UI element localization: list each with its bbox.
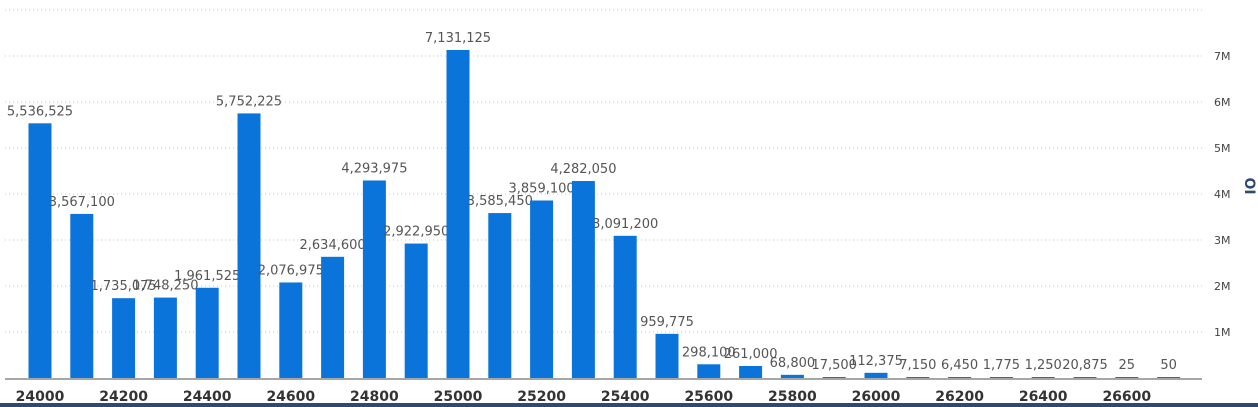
bar (1115, 377, 1139, 378)
bar (28, 123, 52, 378)
bar (906, 377, 930, 378)
x-tick-label: 25000 (434, 389, 483, 405)
y-tick-label: 2M (1214, 280, 1231, 293)
bar-value-label: 3,091,200 (592, 217, 658, 232)
bar-value-label: 1,735,075 (91, 279, 157, 294)
bar (530, 200, 554, 378)
bar-value-label: 1,961,525 (174, 269, 240, 284)
x-tick-label: 26000 (852, 389, 901, 405)
bar (488, 213, 512, 378)
bar-value-label: 25 (1119, 358, 1136, 373)
x-tick-label: 25600 (684, 389, 733, 405)
y-tick-label: 1M (1214, 326, 1231, 339)
bar (195, 287, 219, 378)
bar-value-label: 261,000 (724, 347, 778, 362)
y-tick-label: 4M (1214, 188, 1231, 201)
bar (613, 235, 637, 378)
bar (112, 298, 136, 378)
bar-value-label: 3,585,450 (467, 194, 533, 209)
x-tick-label: 24400 (183, 389, 232, 405)
x-tick-label: 25200 (517, 389, 566, 405)
bar-value-label: 2,076,975 (258, 263, 324, 278)
y-tick-label: 7M (1214, 50, 1231, 63)
bar (864, 372, 888, 378)
bar-value-label: 5,752,225 (216, 94, 282, 109)
bar-value-label: 3,859,100 (509, 181, 575, 196)
bar (989, 377, 1013, 378)
x-tick-label: 25400 (601, 389, 650, 405)
bar (780, 374, 804, 378)
x-tick-label: 25800 (768, 389, 817, 405)
bottom-border (0, 403, 1258, 407)
x-tick-label: 24800 (350, 389, 399, 405)
bar-value-label: 68,800 (770, 356, 816, 371)
y-axis-title: OI (1241, 177, 1257, 194)
bar (571, 181, 595, 378)
bar (404, 243, 428, 378)
bar-value-label: 50 (1160, 358, 1177, 373)
bar (948, 377, 972, 378)
x-tick-label: 24000 (16, 389, 65, 405)
bar (822, 377, 846, 378)
bar-value-label: 112,375 (849, 354, 903, 369)
bar-value-label: 298,100 (682, 345, 736, 360)
bar-value-label: 4,293,975 (341, 161, 407, 176)
x-tick-label: 26600 (1102, 389, 1151, 405)
top-blank-panel (563, 0, 721, 22)
bar-value-label: 1,250 (1025, 358, 1062, 373)
x-tick-label: 26200 (935, 389, 984, 405)
bar-value-label: 7,150 (899, 358, 936, 373)
bar-value-label: 20,875 (1062, 358, 1108, 373)
bar (446, 49, 470, 378)
bar (697, 364, 721, 378)
x-tick-label: 24200 (99, 389, 148, 405)
bar-value-label: 2,634,600 (300, 238, 366, 253)
bar (153, 297, 177, 378)
bar (362, 180, 386, 378)
y-tick-label: 5M (1214, 142, 1231, 155)
bar-value-label: 959,775 (640, 315, 694, 330)
x-tick-label: 24600 (266, 389, 315, 405)
bar-value-label: 1,775 (983, 358, 1020, 373)
bar (321, 256, 345, 378)
bar-value-label: 3,567,100 (49, 195, 115, 210)
bar (279, 282, 303, 378)
bar (1157, 377, 1181, 378)
y-tick-label: 6M (1214, 96, 1231, 109)
y-tick-label: 3M (1214, 234, 1231, 247)
bar-value-label: 6,450 (941, 358, 978, 373)
x-tick-label: 26400 (1019, 389, 1068, 405)
bar (237, 113, 261, 379)
bar (739, 365, 763, 378)
bar-value-label: 2,922,950 (383, 225, 449, 240)
bar (1073, 377, 1097, 378)
bar-value-label: 1,748,250 (132, 279, 198, 294)
bar-value-label: 5,536,525 (7, 104, 73, 119)
bar-value-label: 7,131,125 (425, 31, 491, 46)
bar-value-label: 4,282,050 (550, 162, 616, 177)
bar-value-label: 17,500 (811, 358, 857, 373)
bar (1031, 377, 1055, 378)
bar (655, 333, 679, 378)
bar (70, 213, 94, 378)
